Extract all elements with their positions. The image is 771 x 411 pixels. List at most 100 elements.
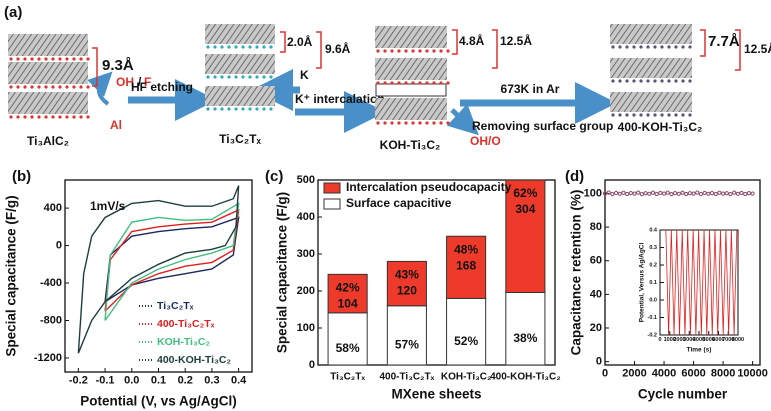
atom [30, 57, 34, 61]
atom [79, 57, 83, 61]
group-label: OH/O [470, 134, 501, 148]
atom [255, 45, 259, 49]
atom [383, 121, 387, 125]
x-tick-label: Ti₃C₂Tₓ [330, 372, 365, 383]
bracket [280, 31, 322, 69]
step-label: HF etching [131, 80, 193, 94]
atom [653, 113, 657, 117]
spacing-label: 2.0Å [287, 34, 313, 49]
atom [241, 75, 245, 79]
atom [262, 45, 266, 49]
bar-segment [446, 297, 487, 366]
y-tick-label: 200 [297, 285, 315, 297]
atom [432, 81, 436, 85]
value-label: 120 [397, 284, 417, 298]
atom [23, 115, 27, 119]
atom [674, 79, 678, 83]
data-point [602, 191, 608, 196]
atom [44, 115, 48, 119]
data-point [625, 191, 630, 197]
atom [439, 49, 443, 53]
x-axis-label: MXene sheets [391, 387, 481, 402]
data-line [104, 216, 240, 303]
crystal-layer [8, 34, 88, 56]
crystal-layer [610, 58, 692, 78]
panel-label: (c) [265, 168, 283, 185]
atom [44, 85, 48, 89]
bracket [700, 29, 741, 71]
atom [425, 81, 429, 85]
atom [688, 79, 692, 83]
step-label: Removing surface group [472, 119, 613, 133]
bar-segment [386, 260, 427, 307]
y-tick-label: -0.2 [648, 332, 657, 338]
atom [72, 115, 76, 119]
atom [439, 81, 443, 85]
x-tick-label: 4000 [652, 368, 676, 380]
atom [632, 45, 636, 49]
atom [241, 107, 245, 111]
data-point [687, 191, 692, 196]
atom [411, 49, 415, 53]
atom [611, 113, 615, 117]
share-label: 38% [513, 331, 537, 345]
atom [30, 115, 34, 119]
atom [269, 75, 273, 79]
x-tick-label: -0.1 [96, 375, 115, 387]
legend-swatch [323, 198, 341, 210]
spacing-label: 7.7Å [708, 33, 740, 50]
atom [425, 121, 429, 125]
atom [65, 85, 69, 89]
panel-label: (b) [12, 168, 31, 185]
atom [639, 113, 643, 117]
crystal-layer [205, 86, 275, 106]
annotation: 1mV/s [90, 199, 126, 213]
data-point [750, 191, 755, 196]
crystal-layer [610, 24, 692, 44]
x-tick-label: 2000 [622, 368, 646, 380]
data-point [632, 191, 637, 196]
atom [404, 81, 408, 85]
y-tick-label: 80 [590, 221, 602, 233]
atom [660, 113, 664, 117]
atom [248, 75, 252, 79]
atom [618, 79, 622, 83]
data-point [702, 190, 707, 196]
atom [72, 85, 76, 89]
atom [255, 75, 259, 79]
x-tick-label: 0.3 [204, 375, 219, 387]
separator: / [138, 75, 142, 89]
atom [9, 85, 13, 89]
diagram: (a) 9.3Å OH / F Al HF etching Ti₃AlC₂ 2.… [4, 4, 771, 152]
atom [411, 121, 415, 125]
crystal-layer [205, 24, 275, 44]
y-tick-label: 0 [309, 359, 315, 371]
y-tick-label: 0.4 [649, 227, 658, 233]
data-point [647, 191, 652, 196]
atom [58, 115, 62, 119]
atom [72, 57, 76, 61]
crystal-layer [8, 62, 88, 84]
y-tick-label: -1200 [34, 352, 62, 364]
legend-label: KOH-Ti₃C₂ [157, 336, 210, 348]
data-line [77, 185, 240, 354]
x-tick-label: 0.2 [178, 375, 193, 387]
data-point [735, 191, 740, 196]
group-label: OH [116, 75, 134, 89]
data-point [661, 191, 667, 196]
y-axis-label: Potential, Versus Ag/AgCl [639, 243, 646, 323]
data-point [724, 191, 729, 196]
atom [446, 81, 450, 85]
y-tick-label: 500 [297, 174, 315, 186]
atom [37, 57, 41, 61]
y-tick-label: 40 [590, 288, 602, 300]
material-label: Ti₃C₂Tₓ [219, 132, 261, 146]
data-point [613, 190, 619, 196]
y-tick-label: 0.1 [649, 280, 657, 286]
data-point [610, 192, 615, 197]
atom [439, 121, 443, 125]
atom [625, 113, 629, 117]
x-tick-label: 10000 [737, 368, 768, 380]
y-tick-label: 0.0 [649, 297, 657, 303]
x-axis-label: Time (s) [687, 347, 712, 354]
